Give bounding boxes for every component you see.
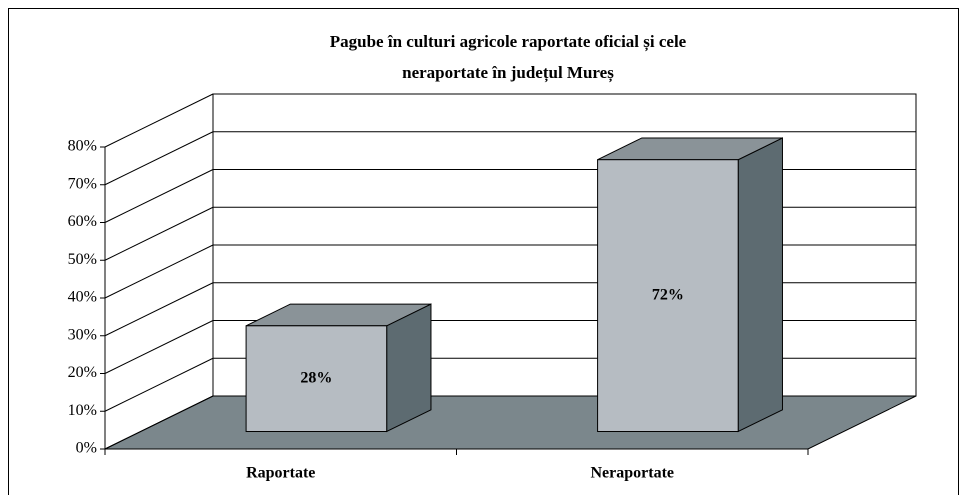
y-tick-label: 80% [68, 138, 97, 155]
y-tick-label: 20% [68, 364, 97, 381]
side-grid-line [104, 320, 214, 374]
floor [104, 395, 917, 450]
side-grid-line [104, 131, 214, 186]
y-tick-label: 70% [68, 175, 97, 192]
side-grid-line [104, 282, 214, 337]
y-tick-label: 50% [68, 251, 97, 268]
y-tick-label: 60% [68, 213, 97, 230]
y-tick-label: 10% [68, 402, 97, 419]
side-grid-line [104, 169, 214, 223]
side-grid-line [104, 395, 214, 450]
side-grid-line [104, 93, 214, 148]
chart-title: neraportate în județul Mureș [402, 63, 614, 83]
side-grid-line [104, 244, 214, 299]
bar [597, 159, 739, 433]
side-grid-line [104, 206, 214, 261]
x-tick-label: Neraportate [590, 465, 674, 482]
side-grid-line [104, 357, 214, 412]
bar-side [386, 303, 432, 433]
data-label: 72% [652, 286, 684, 303]
data-label: 28% [300, 369, 332, 386]
y-tick-label: 30% [68, 326, 97, 343]
bar [245, 325, 388, 433]
y-tick-label: 40% [68, 289, 97, 306]
bar-side [737, 137, 783, 433]
y-tick-label: 0% [76, 440, 97, 457]
chart-title: Pagube în culturi agricole raportate ofi… [330, 32, 687, 52]
x-tick-label: Raportate [246, 465, 315, 482]
